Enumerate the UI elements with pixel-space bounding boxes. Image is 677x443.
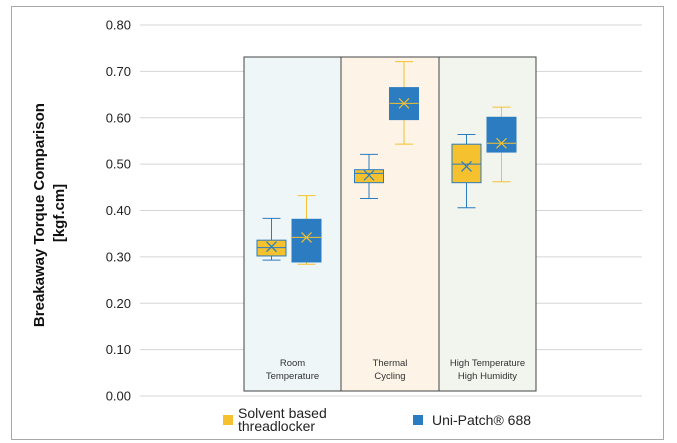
- gridlines: [140, 24, 642, 397]
- box-plot: [291, 195, 322, 265]
- mean-marker: [363, 169, 375, 181]
- y-tick-label: 0.50: [106, 157, 131, 172]
- box-plot: [256, 217, 287, 261]
- box-plot: [354, 153, 384, 199]
- box-plot: [451, 133, 482, 209]
- legend-swatch: [413, 415, 423, 425]
- y-tick-label: 0.30: [106, 249, 131, 264]
- y-tick-label: 0.20: [106, 296, 131, 311]
- category-label: High Temperature: [450, 358, 525, 369]
- y-axis-ticks: 0.00 0.10 0.20 0.30 0.40 0.50 0.60 0.70 0.80: [106, 18, 131, 404]
- chart-frame: [11, 6, 664, 440]
- legend-label: threadlocker: [238, 418, 315, 434]
- box-iqr: [486, 116, 517, 153]
- y-tick-label: 0.70: [106, 64, 131, 79]
- category-panel: [438, 56, 537, 392]
- y-tick-label: 0.60: [106, 110, 131, 125]
- box-series: [256, 61, 517, 265]
- box-plot: [389, 61, 419, 145]
- mean-marker: [301, 231, 312, 243]
- legend-label: Uni-Patch® 688: [432, 412, 531, 428]
- box-iqr: [354, 169, 384, 184]
- category-label: Cycling: [374, 371, 405, 382]
- category-label: Room: [280, 358, 305, 369]
- y-axis-label-line-2: [kgf.cm]: [51, 184, 68, 242]
- legend-label: Solvent based: [238, 405, 327, 421]
- box-iqr: [291, 218, 322, 263]
- mean-marker: [266, 241, 277, 253]
- category-label: High Humidity: [458, 371, 517, 382]
- y-tick-label: 0.00: [106, 389, 131, 404]
- box-plot: [486, 106, 517, 183]
- category-label: Temperature: [266, 371, 319, 382]
- y-tick-label: 0.80: [106, 18, 131, 33]
- box-iqr: [451, 143, 482, 184]
- y-axis-label-line-1: Breakaway Torque Comparison: [31, 103, 48, 327]
- y-tick-label: 0.40: [106, 203, 131, 218]
- y-tick-label: 0.10: [106, 342, 131, 357]
- mean-marker: [461, 161, 472, 172]
- y-axis-label: Breakaway Torque Comparison [kgf.cm]: [31, 99, 68, 327]
- mean-marker: [496, 137, 507, 149]
- legend-swatch: [223, 415, 233, 425]
- category-label: Thermal: [373, 358, 408, 369]
- mean-marker: [398, 97, 410, 109]
